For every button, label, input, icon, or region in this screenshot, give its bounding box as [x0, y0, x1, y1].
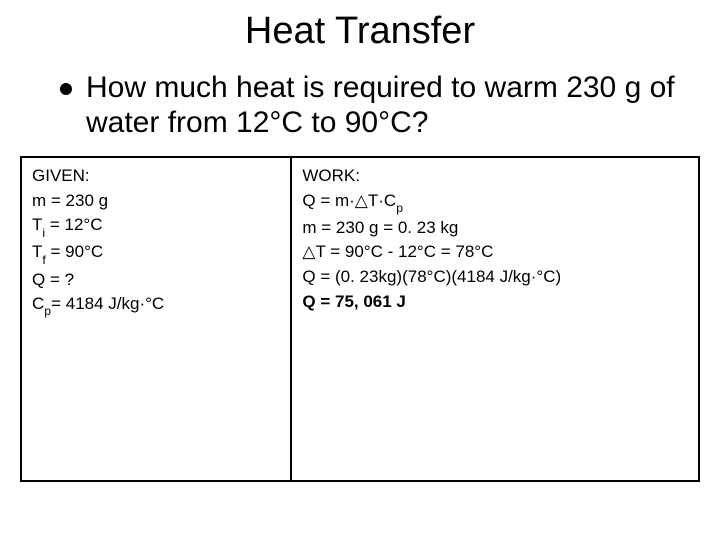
work-heading: WORK:: [302, 164, 688, 189]
work-answer: Q = 75, 061 J: [302, 290, 688, 315]
work-formula: Q = m·△T·Cp: [302, 189, 688, 216]
slide: { "title": "Heat Transfer", "question": …: [0, 10, 720, 550]
given-cp-post: = 4184 J/kg·°C: [51, 294, 164, 313]
bullet-icon: [60, 83, 72, 95]
given-tf-post: = 90°C: [46, 242, 103, 261]
work-formula-pre: Q = m·△T·C: [302, 191, 396, 210]
work-calc: Q = (0. 23kg)(78°C)(4184 J/kg·°C): [302, 265, 688, 290]
work-dt: △T = 90°C - 12°C = 78°C: [302, 240, 688, 265]
given-cp: Cp= 4184 J/kg·°C: [32, 292, 280, 319]
work-formula-sub: p: [396, 201, 403, 215]
work-grid: GIVEN: m = 230 g Ti = 12°C Tf = 90°C Q =…: [20, 156, 700, 482]
given-q: Q = ?: [32, 268, 280, 293]
work-mass: m = 230 g = 0. 23 kg: [302, 216, 688, 241]
work-column: WORK: Q = m·△T·Cp m = 230 g = 0. 23 kg △…: [292, 158, 698, 480]
given-heading: GIVEN:: [32, 164, 280, 189]
given-column: GIVEN: m = 230 g Ti = 12°C Tf = 90°C Q =…: [22, 158, 292, 480]
question-row: How much heat is required to warm 230 g …: [0, 71, 720, 140]
given-cp-sub: p: [44, 304, 51, 318]
question-text: How much heat is required to warm 230 g …: [86, 71, 680, 140]
given-ti-sub: i: [42, 226, 45, 240]
given-ti-post: = 12°C: [45, 215, 102, 234]
given-tf-sub: f: [42, 253, 45, 267]
given-ti: Ti = 12°C: [32, 213, 280, 240]
given-mass: m = 230 g: [32, 189, 280, 214]
given-tf-pre: T: [32, 242, 42, 261]
slide-title: Heat Transfer: [0, 10, 720, 53]
given-tf: Tf = 90°C: [32, 240, 280, 267]
given-cp-pre: C: [32, 294, 44, 313]
given-ti-pre: T: [32, 215, 42, 234]
